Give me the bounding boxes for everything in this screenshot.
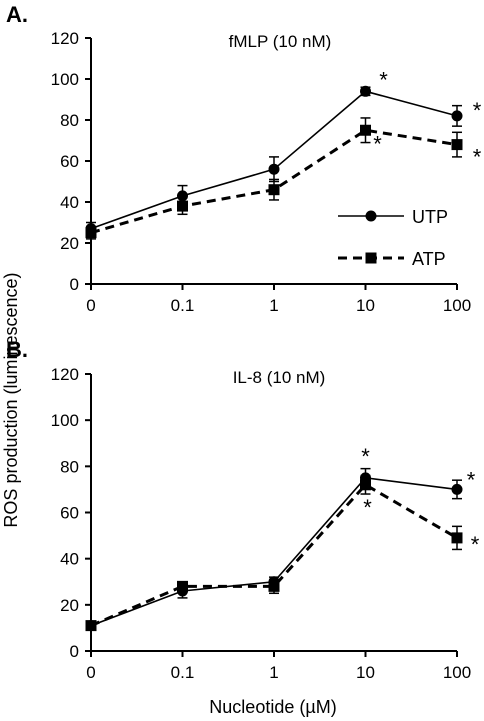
series-atp: ** xyxy=(85,474,480,632)
data-point-square xyxy=(268,184,280,196)
data-point-square xyxy=(85,227,97,239)
significance-star: * xyxy=(471,532,480,557)
x-axis-label: Nucleotide (µM) xyxy=(209,697,336,717)
panel-a: A. fMLP (10 nM) 0 20 40 60 80 100 120 0 0.1 1 10 100 *… xyxy=(6,2,482,315)
x-tick-label: 10 xyxy=(356,663,375,682)
significance-star: * xyxy=(379,67,388,92)
legend-label-atp: ATP xyxy=(412,249,446,269)
data-point-circle xyxy=(451,110,463,122)
y-tick-label: 120 xyxy=(51,29,79,48)
significance-star: * xyxy=(473,98,482,123)
panel-letter: B. xyxy=(6,337,28,362)
significance-star: * xyxy=(473,145,482,170)
legend-marker-square xyxy=(365,252,377,264)
data-point-square xyxy=(451,139,463,151)
legend-marker-circle xyxy=(365,210,377,222)
y-axis-label: ROS production (luminescence) xyxy=(1,272,21,527)
y-tick-label: 80 xyxy=(60,111,79,130)
panel-b: B. IL-8 (10 nM) 0 20 40 60 80 100 120 0 0.1 1 10 100 *… xyxy=(6,337,480,682)
data-point-square xyxy=(360,124,371,136)
data-point-square xyxy=(451,532,463,544)
data-point-circle xyxy=(451,483,463,495)
data-point-square xyxy=(85,620,97,632)
significance-star: * xyxy=(361,444,370,469)
series-line-atp xyxy=(90,482,458,627)
data-point-square xyxy=(177,200,188,212)
x-tick-label: 100 xyxy=(443,663,471,682)
x-tick-label: 0.1 xyxy=(171,663,195,682)
x-tick-label: 1 xyxy=(269,663,278,682)
significance-star: * xyxy=(373,131,382,156)
x-tick-label: 1 xyxy=(269,296,278,315)
y-tick-label: 100 xyxy=(51,70,79,89)
series-utp: ** xyxy=(85,444,476,632)
significance-star: * xyxy=(467,467,476,492)
y-tick-label: 40 xyxy=(60,193,79,212)
y-tick-label: 60 xyxy=(60,504,79,523)
y-tick-label: 20 xyxy=(60,234,79,253)
panel-letter: A. xyxy=(6,2,28,27)
data-point-square xyxy=(360,479,371,491)
y-tick-label: 0 xyxy=(70,275,79,294)
x-tick-label: 10 xyxy=(356,296,375,315)
y-tick-label: 100 xyxy=(51,411,79,430)
series-atp: ** xyxy=(85,117,482,240)
x-tick-label: 0.1 xyxy=(171,296,195,315)
y-tick-label: 0 xyxy=(70,642,79,661)
y-tick-label: 120 xyxy=(51,365,79,384)
chart-title: IL-8 (10 nM) xyxy=(233,368,326,387)
series-line-utp xyxy=(90,477,458,627)
chart-title: fMLP (10 nM) xyxy=(229,32,332,51)
x-tick-label: 0 xyxy=(86,296,95,315)
y-tick-label: 60 xyxy=(60,152,79,171)
legend: UTP ATP xyxy=(338,207,448,269)
x-tick-label: 0 xyxy=(86,663,95,682)
y-tick-label: 20 xyxy=(60,596,79,615)
significance-star: * xyxy=(363,495,372,520)
data-point-square xyxy=(177,580,188,592)
series-utp: ** xyxy=(85,67,482,236)
data-point-circle xyxy=(360,85,371,97)
y-tick-label: 80 xyxy=(60,457,79,476)
data-point-square xyxy=(268,580,280,592)
x-tick-label: 100 xyxy=(443,296,471,315)
data-point-circle xyxy=(268,163,280,175)
legend-label-utp: UTP xyxy=(412,207,448,227)
y-tick-label: 40 xyxy=(60,550,79,569)
